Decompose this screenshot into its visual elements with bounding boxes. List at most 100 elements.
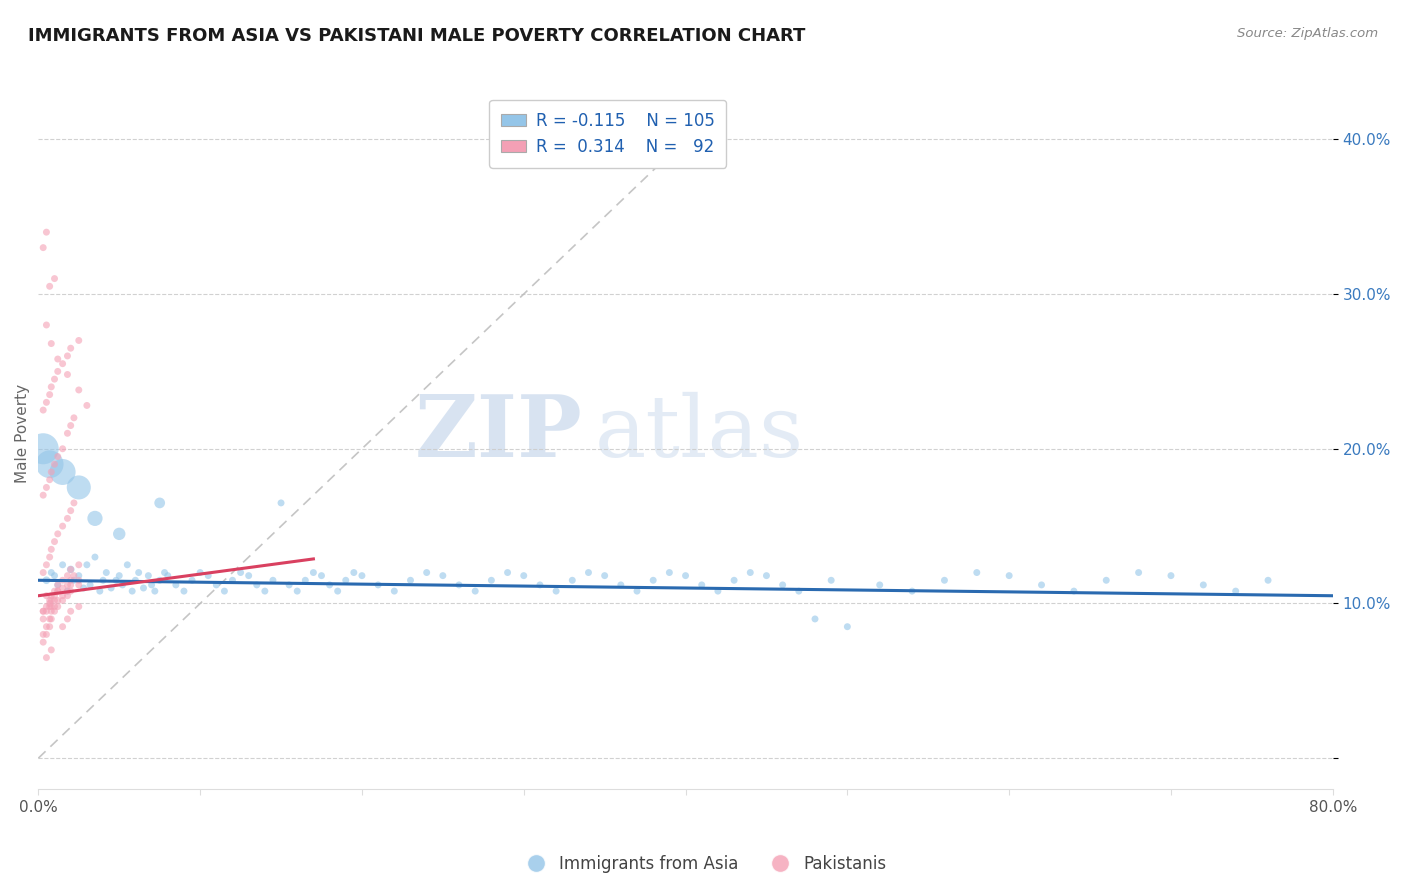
Point <box>128 566 150 580</box>
Point <box>1257 574 1279 588</box>
Point <box>44 534 66 549</box>
Point <box>52 593 75 607</box>
Point <box>46 584 69 599</box>
Point <box>59 418 82 433</box>
Point <box>723 574 745 588</box>
Point <box>318 578 340 592</box>
Point <box>35 650 58 665</box>
Point <box>740 566 762 580</box>
Point <box>1192 578 1215 592</box>
Point <box>56 584 79 599</box>
Point <box>626 584 648 599</box>
Point <box>246 578 269 592</box>
Point <box>285 584 308 599</box>
Point <box>38 612 60 626</box>
Point <box>804 612 827 626</box>
Point <box>44 584 66 599</box>
Point <box>46 450 69 464</box>
Point <box>35 318 58 332</box>
Point <box>67 574 90 588</box>
Point <box>32 566 55 580</box>
Point <box>46 578 69 592</box>
Point <box>32 442 55 456</box>
Point <box>675 568 697 582</box>
Point <box>56 578 79 592</box>
Point <box>46 578 69 592</box>
Point <box>32 241 55 255</box>
Text: ZIP: ZIP <box>415 392 582 475</box>
Point <box>869 578 891 592</box>
Point <box>578 566 600 580</box>
Point <box>38 279 60 293</box>
Point <box>278 578 301 592</box>
Point <box>39 643 62 657</box>
Point <box>100 581 122 595</box>
Point <box>39 336 62 351</box>
Point <box>561 574 583 588</box>
Point <box>39 589 62 603</box>
Point <box>44 604 66 618</box>
Point <box>415 566 437 580</box>
Point <box>262 574 284 588</box>
Point <box>59 574 82 588</box>
Point <box>44 372 66 386</box>
Point <box>39 599 62 614</box>
Point <box>89 584 111 599</box>
Point <box>38 599 60 614</box>
Point <box>787 584 810 599</box>
Point <box>32 627 55 641</box>
Point <box>367 578 389 592</box>
Point <box>111 578 134 592</box>
Point <box>46 526 69 541</box>
Point <box>149 574 172 588</box>
Point <box>59 503 82 517</box>
Y-axis label: Male Poverty: Male Poverty <box>15 384 30 483</box>
Point <box>610 578 633 592</box>
Point <box>35 574 58 588</box>
Point <box>67 480 90 494</box>
Point <box>546 584 568 599</box>
Point <box>529 578 551 592</box>
Point <box>46 364 69 378</box>
Point <box>46 351 69 366</box>
Point <box>837 620 859 634</box>
Point <box>38 550 60 565</box>
Point <box>447 578 470 592</box>
Point <box>52 574 75 588</box>
Legend: R = -0.115    N = 105, R =  0.314    N =   92: R = -0.115 N = 105, R = 0.314 N = 92 <box>489 100 727 168</box>
Point <box>141 578 163 592</box>
Point <box>56 568 79 582</box>
Point <box>63 410 86 425</box>
Point <box>32 635 55 649</box>
Point <box>84 550 107 565</box>
Point <box>1128 566 1150 580</box>
Text: atlas: atlas <box>595 392 804 475</box>
Point <box>1095 574 1118 588</box>
Point <box>63 574 86 588</box>
Point <box>901 584 924 599</box>
Point <box>39 612 62 626</box>
Point <box>38 473 60 487</box>
Legend: Immigrants from Asia, Pakistanis: Immigrants from Asia, Pakistanis <box>513 848 893 880</box>
Point <box>32 488 55 502</box>
Point <box>35 589 58 603</box>
Point <box>39 465 62 479</box>
Text: Source: ZipAtlas.com: Source: ZipAtlas.com <box>1237 27 1378 40</box>
Point <box>63 568 86 582</box>
Point <box>772 578 794 592</box>
Point <box>165 578 187 592</box>
Point <box>84 511 107 525</box>
Point <box>707 584 730 599</box>
Point <box>59 562 82 576</box>
Point <box>302 566 325 580</box>
Point <box>934 574 956 588</box>
Point <box>143 584 166 599</box>
Point <box>59 578 82 592</box>
Point <box>39 593 62 607</box>
Point <box>38 620 60 634</box>
Point <box>326 584 349 599</box>
Point <box>67 599 90 614</box>
Point <box>72 581 94 595</box>
Point <box>46 593 69 607</box>
Point <box>56 612 79 626</box>
